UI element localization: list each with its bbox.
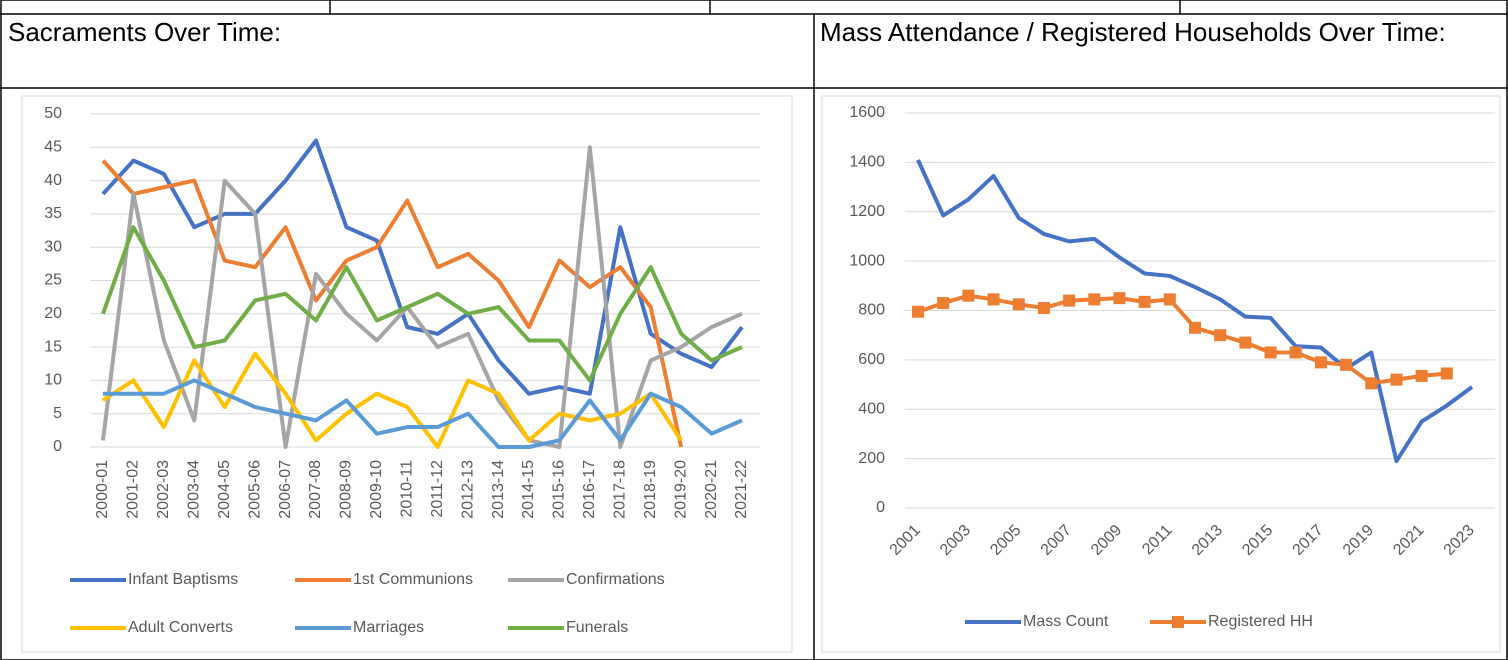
series-line [101,138,744,396]
y-tick-label: 20 [44,305,62,322]
x-tick-label: 2000-01 [94,460,111,519]
y-tick-label: 0 [876,499,885,516]
x-tick-label: 2014-15 [520,460,537,519]
x-tick-label: 2020-21 [703,460,720,519]
legend-label: Infant Baptisms [128,571,238,588]
y-tick-label: 200 [858,450,885,467]
x-tick-label: 2013 [1189,522,1226,559]
point-marker [1037,302,1050,315]
point-marker [1365,377,1378,390]
chart-title: Mass Attendance / Registered Households … [820,17,1446,47]
point-marker [1113,292,1126,305]
y-tick-label: 50 [44,105,62,122]
y-tick-label: 5 [53,405,62,422]
point-marker [1314,356,1327,369]
point-marker [987,293,1000,306]
series-line [916,159,1474,464]
y-tick-label: 40 [44,172,62,189]
y-tick-label: 600 [858,351,885,368]
legend-marker [1172,616,1184,628]
chart-title: Sacraments Over Time: [8,17,282,47]
y-tick-label: 1200 [849,203,885,220]
x-tick-label: 2009-10 [368,460,385,519]
x-tick-label: 2013-14 [490,460,507,519]
y-tick-label: 10 [44,372,62,389]
x-tick-label: 2016-17 [581,460,598,519]
x-tick-label: 2011-12 [429,460,446,518]
point-marker [1415,369,1428,382]
x-tick-label: 2005-06 [246,460,263,519]
point-marker [1189,321,1201,334]
series-line [917,293,1448,386]
y-tick-label: 1000 [849,252,885,269]
x-tick-label: 2023 [1441,522,1478,559]
legend-label: Marriages [353,619,424,636]
x-tick-label: 2008-09 [338,460,355,519]
series-line [101,351,683,449]
x-tick-label: 2003-04 [186,460,203,519]
y-tick-label: 45 [44,139,62,156]
point-marker [1163,293,1176,306]
x-tick-label: 2006-07 [277,460,294,519]
legend-label: Registered HH [1208,613,1313,630]
point-marker [1390,373,1403,386]
point-marker [1012,298,1025,311]
x-tick-label: 2002-03 [155,460,172,519]
x-tick-label: 2015-16 [551,460,568,519]
point-marker [1088,293,1101,306]
point-marker [1340,358,1353,371]
x-tick-label: 2017-18 [612,460,629,519]
x-tick-label: 2021-22 [733,460,750,519]
x-tick-label: 2017 [1290,522,1327,559]
x-tick-label: 2009 [1088,522,1125,559]
y-tick-label: 0 [53,438,62,455]
x-tick-label: 2001 [887,522,924,559]
x-tick-label: 2011 [1139,522,1175,558]
x-tick-label: 2010-11 [399,460,416,518]
x-tick-label: 2015 [1239,522,1276,559]
series-line [103,378,743,449]
x-tick-label: 2012-13 [459,460,476,519]
x-tick-label: 2018-19 [642,460,659,519]
point-marker [1289,346,1302,359]
y-tick-label: 25 [44,272,62,289]
legend-label: Adult Converts [128,619,233,636]
point-marker [912,305,924,318]
x-tick-label: 2001-02 [125,460,142,519]
point-marker [962,289,975,302]
y-tick-label: 15 [44,338,62,355]
y-tick-label: 35 [44,205,62,222]
point-marker [937,297,950,310]
point-marker [1264,346,1277,359]
y-tick-label: 400 [858,400,885,417]
point-marker [1440,367,1453,380]
x-tick-label: 2003 [937,522,974,559]
point-marker [1214,329,1227,342]
x-tick-label: 2019-20 [672,460,689,519]
y-tick-label: 800 [858,302,885,319]
y-tick-label: 1600 [849,104,885,121]
chart-frame [821,95,1501,653]
series-line [101,159,684,448]
legend-label: Funerals [566,619,628,636]
legend-label: Confirmations [566,571,665,588]
x-tick-label: 2005 [987,522,1024,559]
y-tick-label: 1400 [849,154,885,171]
legend-label: Mass Count [1023,613,1109,630]
x-tick-label: 2004-05 [216,460,233,519]
point-marker [1239,336,1252,349]
x-tick-label: 2007-08 [307,460,324,519]
point-marker [1063,294,1076,307]
x-tick-label: 2021 [1390,522,1427,559]
y-tick-label: 30 [44,238,62,255]
chart-frame [21,95,793,653]
x-tick-label: 2007 [1038,522,1075,559]
series-line [101,225,743,383]
point-marker [1138,295,1151,308]
x-tick-label: 2019 [1340,522,1377,559]
legend-label: 1st Communions [353,571,473,588]
